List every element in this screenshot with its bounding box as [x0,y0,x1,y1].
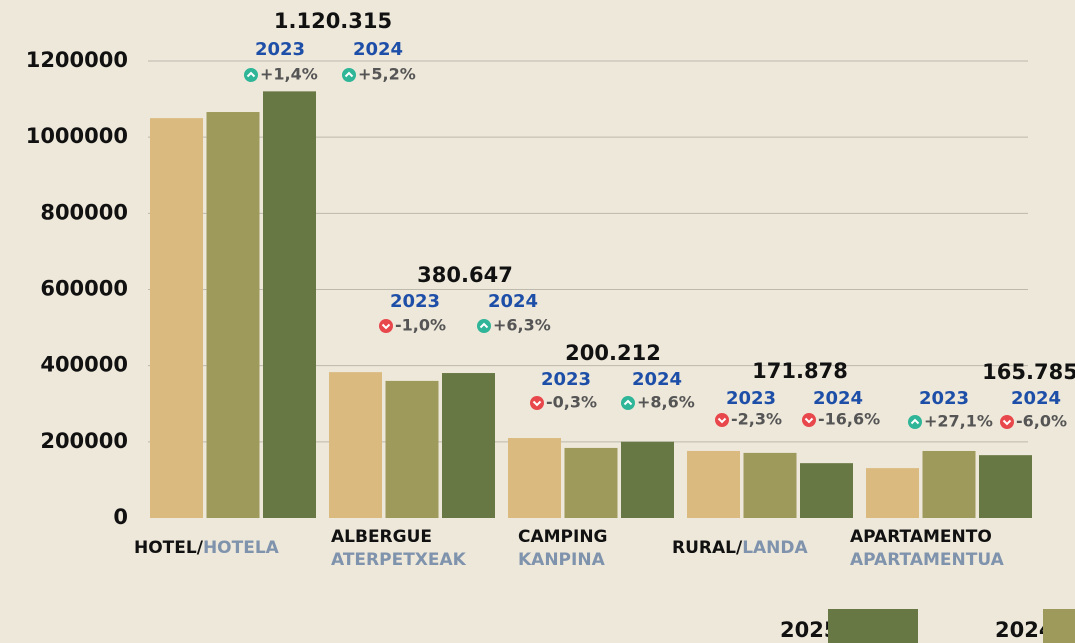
y-tick-label: 800000 [40,200,128,224]
x-tick-label: HOTEL/HOTELA [134,538,280,558]
x-tick-label: ALBERGUE ATERPETXEAK [331,527,467,570]
category-translation: KANPINA [518,550,606,570]
y-tick-label: 600000 [40,277,128,301]
bar [621,441,674,518]
bar [922,450,976,518]
trend-chevron [381,323,391,330]
x-tick-label: RURAL/LANDA [672,538,809,558]
x-tick-label: CAMPING KANPINA [518,527,608,570]
comparison-year: 2023 [255,39,305,60]
x-tick-label: APARTAMENTO APARTAMENTUA [850,527,1005,570]
trend-chevron [623,399,633,406]
bar [150,118,203,518]
total-label: 165.785 [982,360,1075,384]
trend-chevron [910,418,920,425]
bar [206,112,260,518]
trend-icon [477,319,491,333]
trend-icon [908,415,922,429]
bar [743,452,797,518]
trend-chevron [479,322,489,329]
trend-chevron [532,400,542,407]
category-translation: HOTELA [203,538,280,558]
trend-chevron [344,71,354,78]
category-translation: LANDA [742,538,808,558]
trend-icon [802,413,816,427]
comparison-change: -16,6% [818,410,880,429]
total-label: 171.878 [752,359,848,383]
comparison-change: +1,4% [260,65,318,84]
y-tick-label: 1000000 [26,124,128,148]
trend-icon [1000,415,1014,429]
comparison-year: 2024 [813,388,863,409]
bar [687,450,740,518]
bar [329,372,382,518]
comparison-year: 2023 [390,291,440,312]
trend-chevron [804,417,814,424]
trend-icon [342,68,356,82]
bar [800,463,853,518]
category-translation: APARTAMENTUA [850,550,1005,570]
category-name: ALBERGUE [331,527,432,547]
y-tick-label: 200000 [40,429,128,453]
comparison-year: 2023 [541,369,591,390]
total-label: 380.647 [417,263,513,287]
y-tick-label: 1200000 [26,48,128,72]
bar [866,468,919,518]
comparison-change: +8,6% [637,393,695,412]
comparison-change: -1,0% [395,316,446,335]
trend-chevron [1002,419,1012,426]
legend-swatch [1043,609,1075,643]
bar [442,373,495,518]
trend-icon [621,396,635,410]
bar [979,455,1032,518]
category-name: HOTEL/ [134,538,204,558]
y-tick-label: 400000 [40,353,128,377]
comparison-year: 2024 [632,369,682,390]
trend-icon [379,319,393,333]
comparison-change: +5,2% [358,65,416,84]
trend-icon [244,68,258,82]
comparison-year: 2024 [353,39,403,60]
comparison-change: +6,3% [493,316,551,335]
comparison-change: -2,3% [731,410,782,429]
bar [564,447,618,518]
trend-chevron [717,417,727,424]
total-label: 1.120.315 [274,9,392,33]
category-translation: ATERPETXEAK [331,550,467,570]
category-name: APARTAMENTO [850,527,992,547]
comparison-year: 2024 [488,291,538,312]
bar [263,91,316,518]
comparison-year: 2023 [726,388,776,409]
category-name: RURAL/ [672,538,743,558]
trend-icon [715,413,729,427]
y-tick-label: 0 [113,505,128,529]
comparison-change: +27,1% [924,412,993,431]
comparison-year: 2024 [1011,388,1061,409]
trend-icon [530,396,544,410]
trend-chevron [246,71,256,78]
bar [508,438,561,518]
comparison-change: -0,3% [546,393,597,412]
comparison-change: -6,0% [1016,412,1067,431]
category-name: CAMPING [518,527,608,547]
bar [385,380,439,518]
legend-swatch [828,609,918,643]
comparison-year: 2023 [919,388,969,409]
total-label: 200.212 [565,341,661,365]
